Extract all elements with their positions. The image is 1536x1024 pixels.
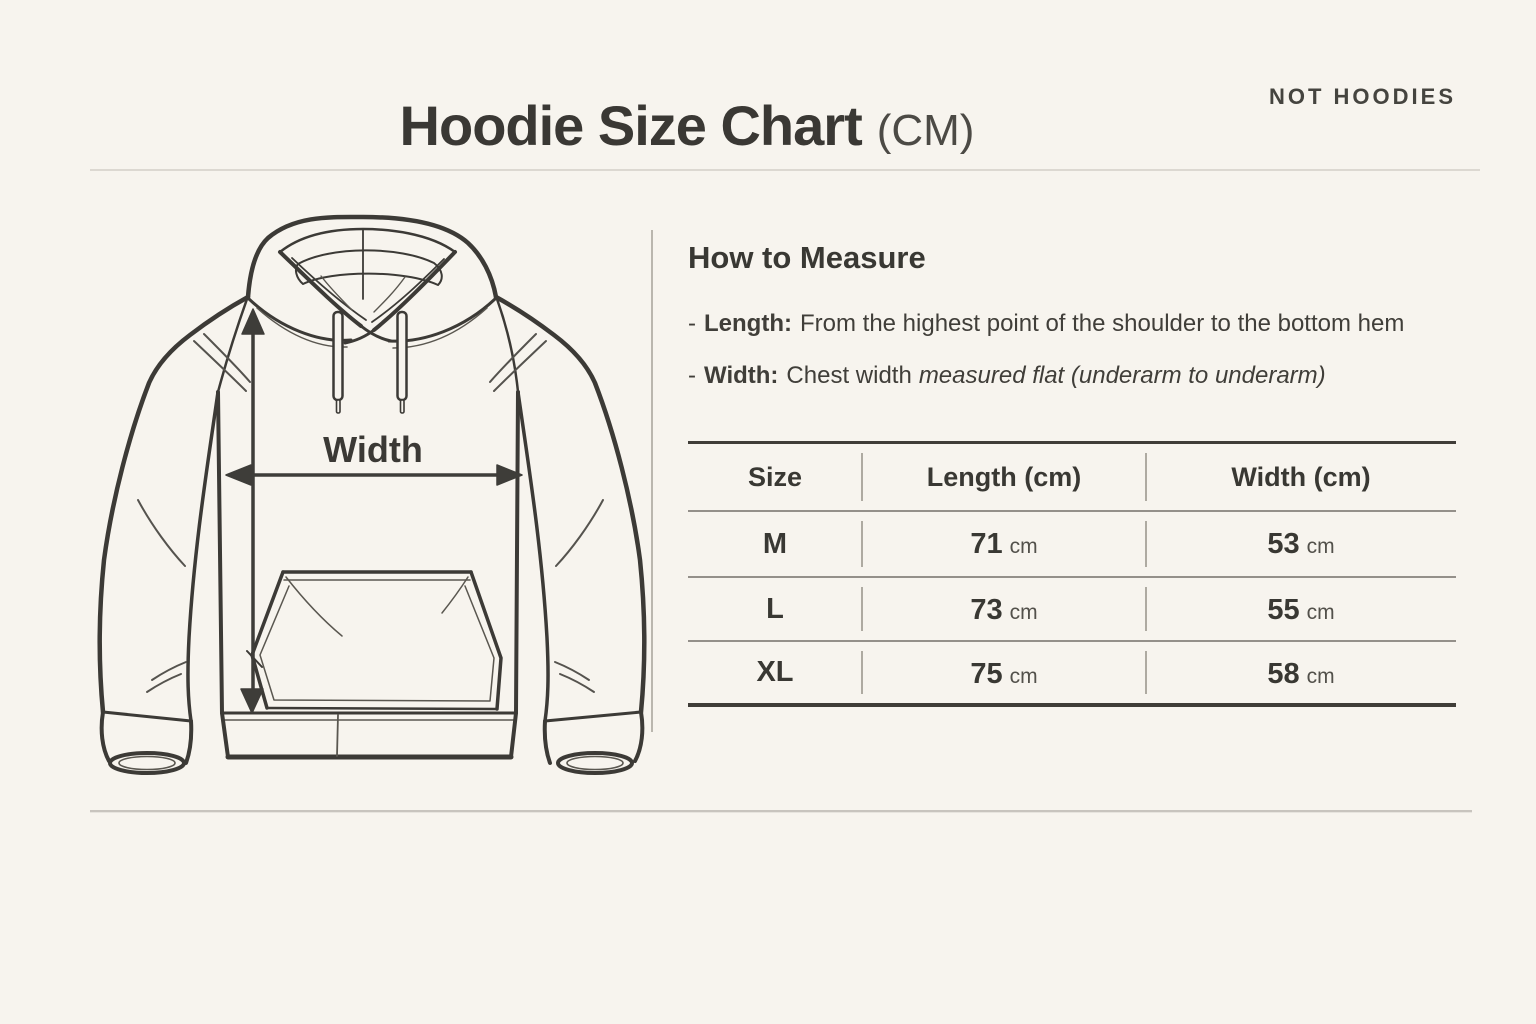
header-length: Length (cm): [926, 461, 1082, 492]
column-divider: [861, 521, 863, 567]
header-size: Size: [747, 461, 803, 492]
measure-instruction-length: - Length: From the highest point of the sh…: [688, 310, 1411, 338]
table-row-m: M 71 cm 53 cm: [688, 512, 1456, 578]
length-value: 75: [970, 658, 1003, 690]
how-to-measure-heading: How to Measure: [688, 240, 926, 275]
column-divider: [1145, 453, 1147, 501]
page-title-unit-suffix: (CM): [876, 106, 975, 155]
measure-label: Width:: [704, 362, 779, 389]
torso-and-hem: [216, 390, 520, 760]
width-dimension-label: Width: [323, 429, 423, 470]
width-unit: cm: [1306, 665, 1335, 688]
measure-text: Chest width: [786, 362, 912, 389]
width-arrow-icon: [225, 464, 523, 486]
length-cell: 71 cm: [862, 512, 1146, 576]
length-unit: cm: [1009, 601, 1038, 624]
column-divider: [1145, 651, 1147, 694]
length-unit: cm: [1009, 665, 1038, 688]
drawstring-icon: [332, 310, 408, 414]
width-unit: cm: [1306, 535, 1335, 558]
page-title: Hoodie Size Chart (CM): [400, 93, 975, 158]
page-title-text: Hoodie Size Chart: [399, 94, 863, 157]
column-divider: [861, 453, 863, 501]
brand-logo-text: NOT HOODIES: [1268, 84, 1456, 109]
width-unit: cm: [1306, 601, 1335, 624]
width-value: 55: [1267, 594, 1300, 626]
size-cell: L: [766, 592, 784, 625]
length-cell: 75 cm: [862, 642, 1146, 703]
size-table: Size Length (cm) Width (cm) M 71 cm 53 c…: [688, 441, 1456, 707]
width-cell: 55 cm: [1146, 578, 1456, 640]
length-unit: cm: [1009, 535, 1038, 558]
title-divider-line: [90, 169, 1480, 171]
hood-outline: [245, 214, 499, 349]
hoodie-line-drawing: Width: [97, 214, 647, 775]
column-divider: [1145, 587, 1147, 631]
measure-instruction-width: - Width: Chest width measured flat (underar…: [688, 362, 1326, 390]
kangaroo-pocket: [246, 570, 503, 711]
width-value: 53: [1267, 528, 1300, 560]
bullet-dash: -: [688, 362, 696, 389]
measure-text-italic: measured flat (underarm to underarm): [918, 362, 1326, 389]
bullet-dash: -: [688, 310, 696, 337]
size-cell: M: [762, 527, 788, 560]
length-arrow-icon: [240, 308, 265, 714]
measure-text: From the highest point of the shoulder t…: [799, 310, 1405, 337]
left-sleeve: [97, 294, 251, 775]
column-divider: [861, 587, 863, 631]
table-header-row: Size Length (cm) Width (cm): [688, 444, 1456, 512]
size-cell: XL: [756, 656, 794, 688]
length-value: 71: [970, 528, 1003, 560]
length-cell: 73 cm: [862, 578, 1146, 640]
length-value: 73: [970, 594, 1003, 626]
width-cell: 58 cm: [1146, 642, 1456, 703]
measure-label: Length:: [704, 310, 792, 337]
table-row-l: L 73 cm 55 cm: [688, 578, 1456, 642]
width-cell: 53 cm: [1146, 512, 1456, 576]
table-row-xl: XL 75 cm 58 cm: [688, 642, 1456, 703]
bottom-divider-line: [90, 810, 1472, 812]
width-value: 58: [1267, 658, 1300, 690]
column-divider: [861, 651, 863, 694]
header-width: Width (cm): [1231, 461, 1371, 492]
section-divider-line: [651, 230, 653, 732]
right-sleeve: [489, 294, 647, 775]
column-divider: [1145, 521, 1147, 567]
